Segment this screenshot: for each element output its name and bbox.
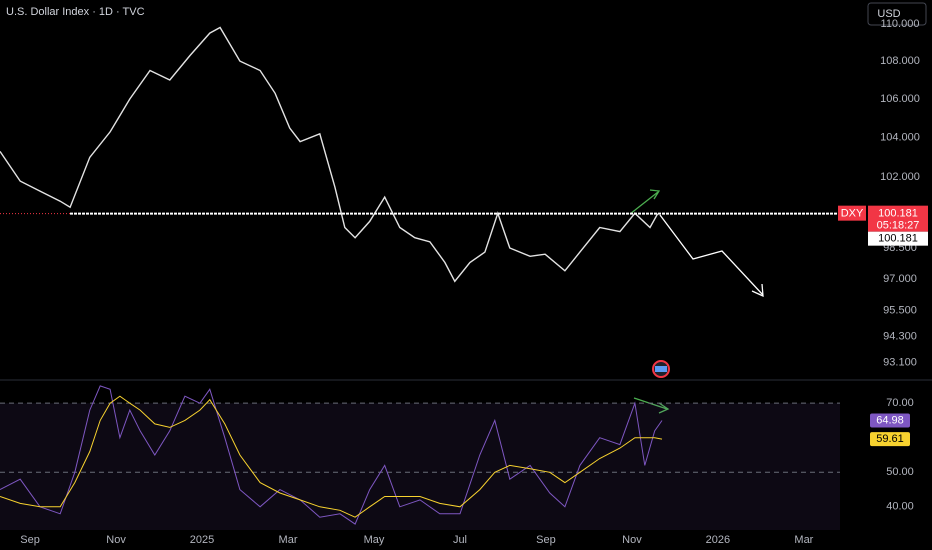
y-tick-label: 50.00 — [886, 466, 914, 478]
data-line — [0, 395, 663, 518]
y-tick-label: 108.000 — [880, 55, 920, 67]
countdown: 05:18:27 — [877, 220, 920, 232]
symbol-badge — [838, 205, 866, 221]
green-arrow-head — [658, 402, 670, 414]
flag-icon-inner — [655, 366, 667, 372]
x-tick-label: 2026 — [706, 534, 730, 546]
level-badge-label: 100.181 — [878, 233, 918, 245]
x-tick-label: Nov — [622, 534, 642, 546]
y-tick-label: 40.00 — [886, 501, 914, 513]
currency-button[interactable] — [867, 2, 927, 26]
y-tick-label: 104.000 — [880, 132, 920, 144]
x-tick-label: Sep — [536, 534, 556, 546]
x-tick-label: Nov — [106, 534, 126, 546]
green-arrow — [629, 191, 659, 215]
y-tick-label: 110.000 — [881, 18, 920, 30]
white-arrow — [659, 214, 764, 296]
value-badge-label: 59.61 — [876, 433, 904, 445]
x-tick-label: Sep — [20, 534, 40, 546]
y-tick-label: 70.00 — [886, 397, 914, 409]
price-badge-label: 100.181 — [878, 208, 918, 220]
x-tick-label: Mar — [794, 534, 813, 546]
value-badge — [870, 413, 910, 428]
y-tick-label: 95.500 — [883, 305, 917, 317]
data-line — [0, 26, 659, 283]
y-tick-label: 94.300 — [883, 330, 917, 342]
x-tick-label: Jul — [453, 534, 467, 546]
data-line — [0, 385, 663, 525]
x-tick-label: Mar — [279, 534, 298, 546]
green-arrow-head — [649, 189, 661, 200]
y-tick-label: 102.000 — [880, 171, 920, 183]
y-tick-label: 97.000 — [883, 273, 917, 285]
y-tick-label: 106.000 — [880, 93, 920, 105]
y-tick-label: 93.100 — [883, 356, 917, 368]
symbol-badge-label: DXY — [841, 208, 864, 220]
x-tick-label: 2025 — [190, 534, 214, 546]
value-badge-label: 64.98 — [876, 414, 904, 426]
currency[interactable]: USD — [877, 8, 900, 20]
level-badge — [868, 231, 928, 246]
white-arrow-head — [751, 283, 764, 298]
symbol-title: U.S. Dollar Index · 1D · TVC — [6, 6, 145, 18]
value-badge — [870, 432, 910, 447]
price-badge — [868, 205, 928, 232]
x-tick-label: May — [364, 534, 385, 546]
rsi-band — [0, 403, 840, 530]
